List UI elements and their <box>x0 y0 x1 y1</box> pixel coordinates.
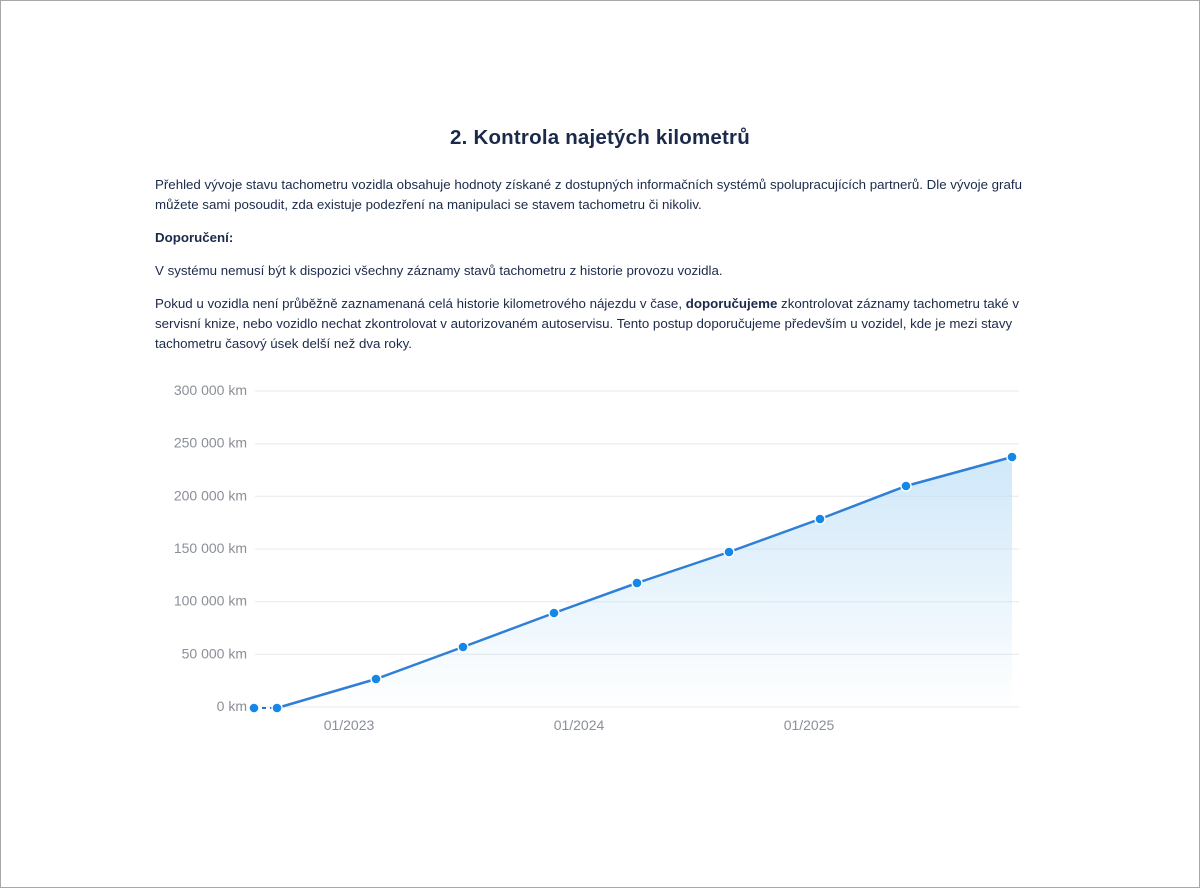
svg-text:01/2025: 01/2025 <box>784 717 835 733</box>
svg-text:200 000 km: 200 000 km <box>174 487 247 503</box>
svg-text:150 000 km: 150 000 km <box>174 540 247 556</box>
svg-text:01/2023: 01/2023 <box>324 717 375 733</box>
svg-text:0 km: 0 km <box>217 698 247 714</box>
svg-text:300 000 km: 300 000 km <box>174 382 247 398</box>
svg-text:50 000 km: 50 000 km <box>182 645 247 661</box>
svg-text:01/2024: 01/2024 <box>554 717 605 733</box>
svg-text:250 000 km: 250 000 km <box>174 435 247 451</box>
svg-text:100 000 km: 100 000 km <box>174 593 247 609</box>
